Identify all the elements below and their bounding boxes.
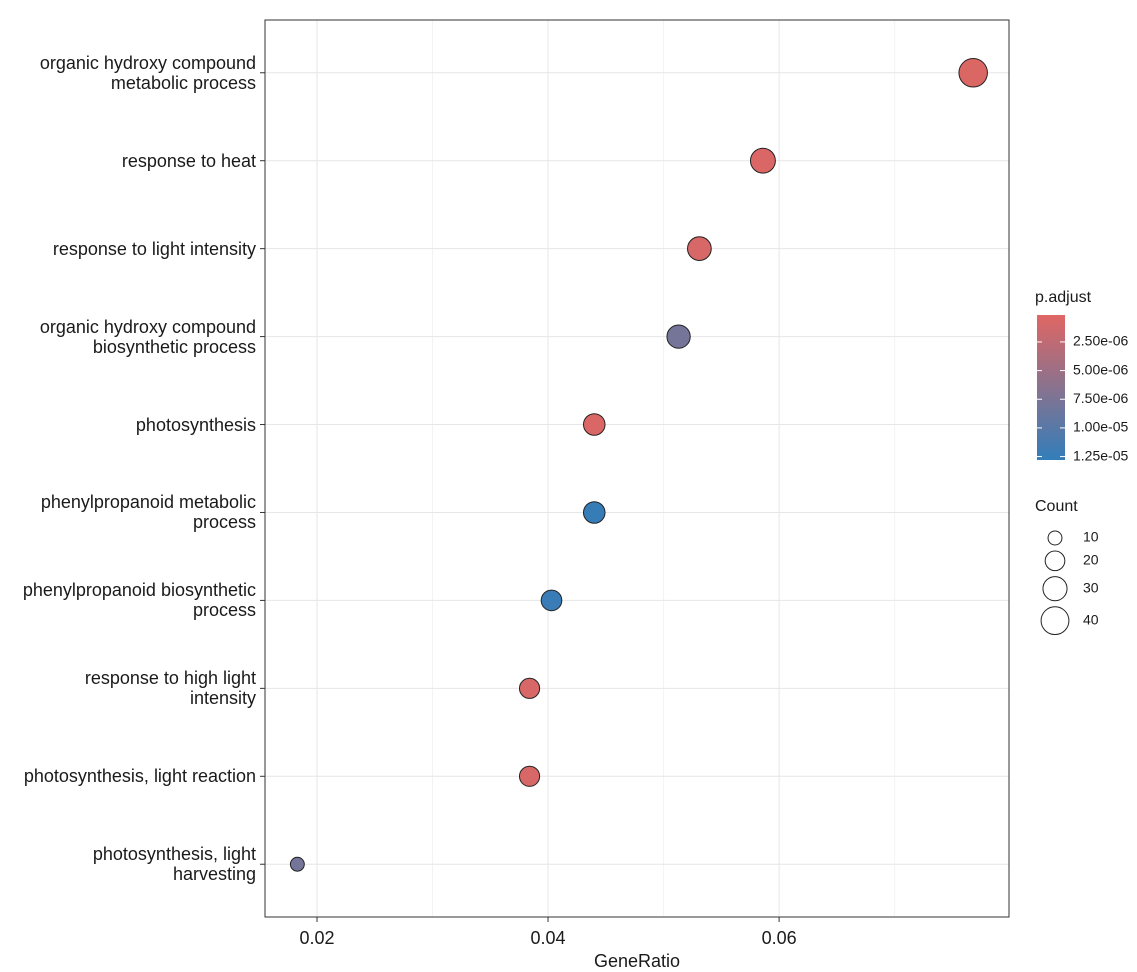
dot [666,324,691,349]
colorbar-label: 1.00e-05 [1073,419,1128,435]
size-label: 20 [1083,551,1099,567]
size-key [1042,576,1068,602]
size-key [1040,606,1070,636]
colorbar-label: 1.25e-05 [1073,447,1128,463]
dot [749,147,776,174]
x-tick-label: 0.06 [762,928,797,948]
dot [958,58,988,88]
size-label: 30 [1083,579,1099,595]
dot [518,677,541,699]
colorbar-label: 7.50e-06 [1073,390,1128,406]
colorbar-label: 5.00e-06 [1073,361,1128,377]
y-tick-label: phenylpropanoid metabolic process [40,492,256,533]
y-tick-label: photosynthesis, light harvesting [92,844,256,885]
colorbar [1037,315,1065,460]
x-tick-label: 0.04 [531,928,566,948]
x-tick-label: 0.02 [299,928,334,948]
colorbar-label: 2.50e-06 [1073,333,1128,349]
y-tick-label: organic hydroxy compound metabolic proce… [39,52,256,93]
dot [540,589,563,612]
dot [582,501,606,524]
size-key [1044,550,1066,572]
y-tick-label: response to heat [121,150,256,171]
panel-border [264,19,1010,918]
size-key [1047,530,1063,546]
dot [582,413,606,436]
color-legend-title: p.adjust [1035,289,1092,306]
size-label: 40 [1083,611,1099,627]
dot [518,765,541,787]
size-label: 10 [1083,529,1099,545]
y-tick-label: photosynthesis [135,414,256,435]
y-tick-label: response to light intensity [52,238,256,259]
dot [687,236,712,261]
y-tick-label: phenylpropanoid biosynthetic process [22,580,256,621]
dot [289,856,305,872]
y-tick-label: organic hydroxy compound biosynthetic pr… [39,316,256,357]
x-axis-title: GeneRatio [594,951,680,971]
y-tick-label: response to high light intensity [84,668,256,709]
size-legend-title: Count [1035,498,1078,515]
y-tick-label: photosynthesis, light reaction [23,766,256,787]
